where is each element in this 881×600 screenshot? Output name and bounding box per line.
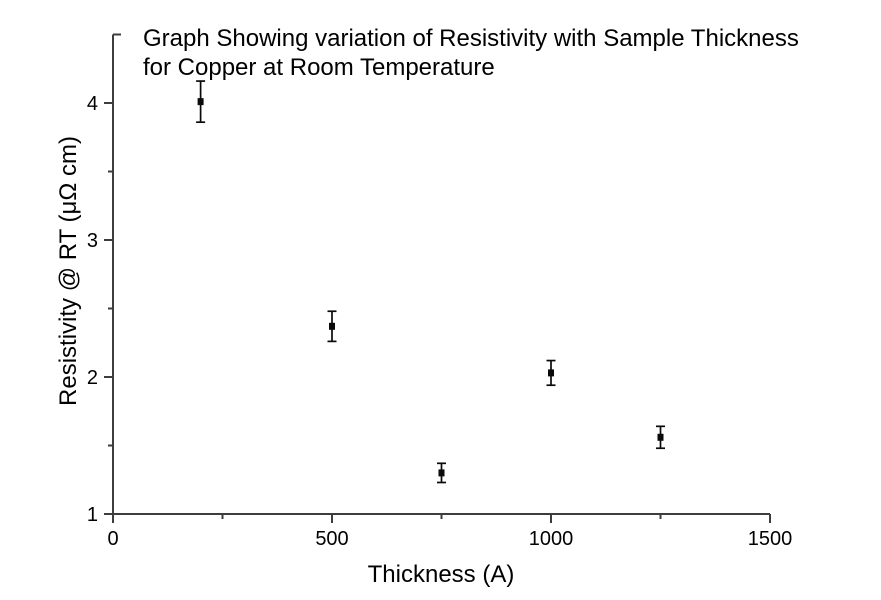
x-axis-label: Thickness (A) — [368, 561, 515, 588]
axis-lines — [112, 34, 770, 515]
data-point-marker — [438, 469, 445, 477]
axis-tick-labels: 0 500 1000 1500 1 2 3 4 — [87, 93, 792, 550]
y-tick-label: 2 — [87, 367, 98, 389]
data-point — [546, 359, 556, 387]
chart-title-line1: Graph Showing variation of Resistivity w… — [143, 25, 799, 52]
data-point — [437, 462, 446, 484]
data-point-marker — [197, 98, 204, 106]
data-point-marker — [548, 369, 554, 377]
chart-title-line2: for Copper at Room Temperature — [143, 54, 495, 81]
data-point-marker — [657, 433, 664, 441]
data-point — [196, 80, 206, 124]
x-tick-label: 500 — [315, 528, 348, 550]
axes — [112, 34, 770, 515]
x-tick-label: 1000 — [529, 528, 574, 550]
y-tick-label: 4 — [87, 93, 98, 115]
x-tick-label: 0 — [107, 528, 118, 550]
y-tick-label: 1 — [87, 504, 98, 526]
data-point-marker — [329, 322, 335, 330]
y-axis-label: Resistivity @ RT (μΩ cm) — [55, 136, 82, 406]
data-point — [656, 425, 665, 450]
y-tick-label: 3 — [87, 230, 98, 252]
axis-ticks — [104, 33, 771, 523]
data-series — [196, 80, 665, 484]
data-point — [327, 310, 337, 343]
x-tick-label: 1500 — [748, 528, 793, 550]
